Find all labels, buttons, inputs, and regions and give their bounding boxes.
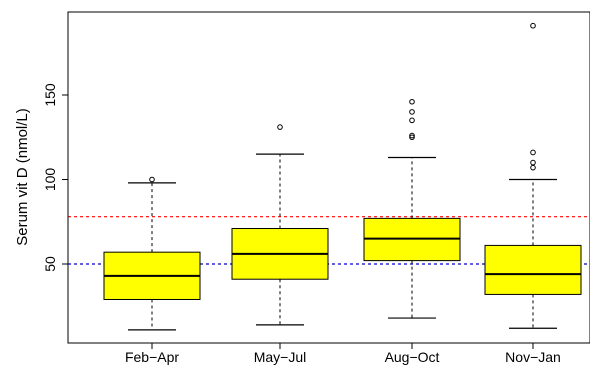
x-tick-label: Aug−Oct	[385, 349, 440, 365]
x-tick-label: Nov−Jan	[505, 349, 561, 365]
outlier-point	[409, 134, 415, 141]
y-axis: 50 100 150	[42, 83, 69, 272]
box-group-4	[484, 22, 582, 329]
outlier-point	[530, 22, 536, 29]
y-tick-label: 150	[42, 83, 58, 107]
outlier-point	[149, 176, 155, 183]
y-tick-label: 100	[42, 168, 58, 192]
iqr-box	[484, 244, 582, 295]
y-tick-label: 50	[42, 256, 58, 272]
outlier-point	[530, 164, 536, 171]
x-tick-label: May−Jul	[254, 349, 307, 365]
outlier-point	[409, 109, 415, 115]
outlier-point	[530, 149, 536, 156]
outlier-point	[409, 117, 415, 124]
box-group-2	[231, 124, 329, 326]
x-tick-label: Feb−Apr	[125, 349, 179, 365]
box-group-3	[363, 98, 461, 319]
outlier-point	[409, 132, 415, 139]
box-group-1	[103, 176, 201, 331]
outlier-point	[277, 124, 283, 130]
boxes	[103, 22, 582, 331]
x-axis: Feb−Apr May−Jul Aug−Oct Nov−Jan	[125, 342, 561, 365]
outlier-point	[409, 98, 415, 105]
y-axis-title: Serum vit D (nmol/L)	[14, 108, 31, 246]
outlier-point	[530, 159, 536, 166]
